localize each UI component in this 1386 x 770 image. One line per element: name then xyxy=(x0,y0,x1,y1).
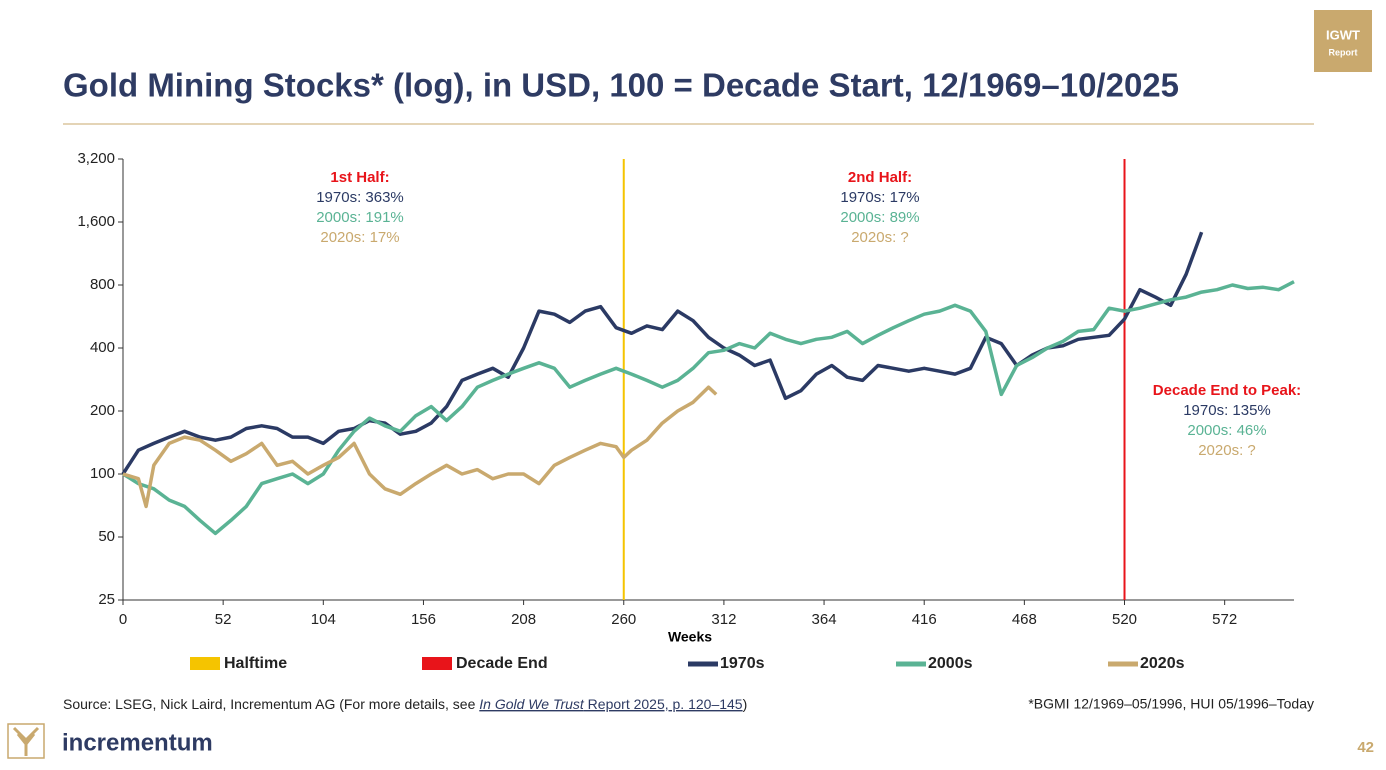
y-tick-label: 200 xyxy=(90,402,115,419)
legend-label: 1970s xyxy=(720,655,765,672)
y-tick-label: 25 xyxy=(98,591,115,608)
x-tick-label: 468 xyxy=(1012,611,1037,628)
x-tick-label: 0 xyxy=(119,611,127,628)
source-prefix: Source: LSEG, Nick Laird, Incrementum AG… xyxy=(63,696,479,712)
annotation-line: 2000s: 46% xyxy=(1187,422,1266,439)
annotation-title: Decade End to Peak: xyxy=(1153,382,1301,399)
brand: incrementum xyxy=(62,729,213,756)
annotation-line: 1970s: 363% xyxy=(316,189,404,206)
source-suffix: ) xyxy=(743,696,748,712)
badge xyxy=(1314,10,1372,72)
y-tick-label: 50 xyxy=(98,528,115,545)
x-axis-label: Weeks xyxy=(668,629,712,645)
y-tick-label: 100 xyxy=(90,465,115,482)
logo-icon xyxy=(7,723,45,759)
footnote: *BGMI 12/1969–05/1996, HUI 05/1996–Today xyxy=(1028,696,1314,712)
page-number: 42 xyxy=(1357,739,1374,756)
badge-sub: Report xyxy=(1329,47,1358,57)
annotation-line: 1970s: 17% xyxy=(840,189,919,206)
annotation-line: 2000s: 89% xyxy=(840,209,919,226)
legend-swatch xyxy=(422,657,452,670)
x-tick-label: 416 xyxy=(912,611,937,628)
series-line xyxy=(122,385,718,509)
x-tick-label: 572 xyxy=(1212,611,1237,628)
annotation-line: 2020s: ? xyxy=(1198,442,1256,459)
annotation-line: 1970s: 135% xyxy=(1183,402,1271,419)
legend-label: Halftime xyxy=(224,655,287,672)
y-tick-label: 1,600 xyxy=(77,213,115,230)
annotation-line: 2020s: 17% xyxy=(320,229,399,246)
source-link-italic[interactable]: In Gold We Trust xyxy=(479,696,585,712)
legend-swatch xyxy=(190,657,220,670)
legend-label: 2000s xyxy=(928,655,973,672)
y-tick-label: 3,200 xyxy=(77,150,115,167)
source-link[interactable]: Report 2025, p. 120–145 xyxy=(584,696,743,712)
x-tick-label: 208 xyxy=(511,611,536,628)
title: Gold Mining Stocks* (log), in USD, 100 =… xyxy=(63,67,1179,104)
annotation-line: 2000s: 191% xyxy=(316,209,404,226)
x-tick-label: 364 xyxy=(812,611,837,628)
x-tick-label: 312 xyxy=(711,611,736,628)
y-tick-label: 400 xyxy=(90,339,115,356)
annotation-title: 2nd Half: xyxy=(848,169,912,186)
x-tick-label: 260 xyxy=(611,611,636,628)
x-tick-label: 156 xyxy=(411,611,436,628)
badge-title: IGWT xyxy=(1326,27,1360,42)
x-tick-label: 104 xyxy=(311,611,336,628)
legend-label: 2020s xyxy=(1140,655,1185,672)
x-tick-label: 52 xyxy=(215,611,232,628)
legend-label: Decade End xyxy=(456,655,548,672)
x-tick-label: 520 xyxy=(1112,611,1137,628)
annotation-line: 2020s: ? xyxy=(851,229,909,246)
source: Source: LSEG, Nick Laird, Incrementum AG… xyxy=(63,696,747,712)
y-tick-label: 800 xyxy=(90,276,115,293)
annotation-title: 1st Half: xyxy=(330,169,389,186)
series-line xyxy=(122,280,1295,536)
